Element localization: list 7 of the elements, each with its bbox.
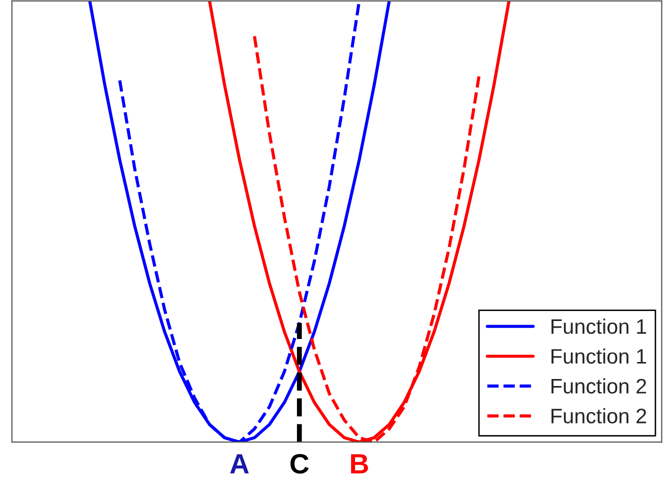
legend-label: Function 2: [552, 378, 646, 394]
text: C: [290, 454, 309, 474]
text: A: [230, 454, 249, 474]
legend-label: Function 1: [552, 348, 646, 364]
text: B: [351, 454, 368, 474]
legend-label: Function 1: [552, 318, 646, 334]
legend-label: Function 2: [552, 408, 646, 424]
